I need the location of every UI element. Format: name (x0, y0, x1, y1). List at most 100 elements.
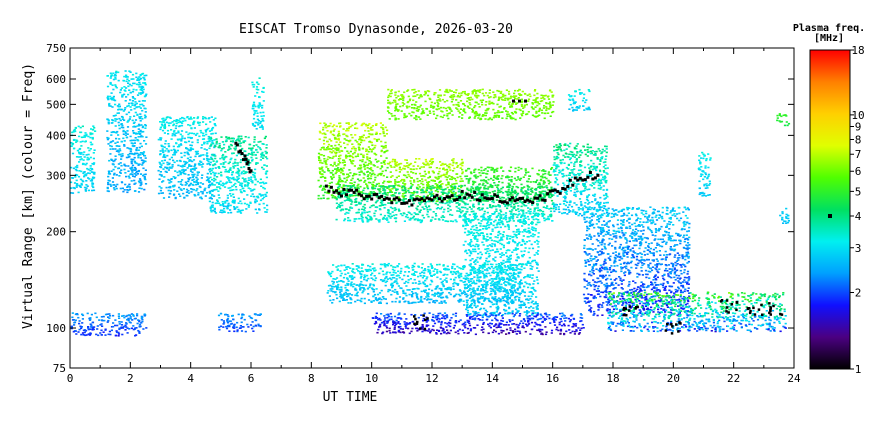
echo-mark (114, 125, 117, 127)
echo-mark (170, 178, 173, 181)
echo-mark (232, 176, 235, 179)
echo-mark (223, 211, 226, 213)
echo-mark (130, 148, 133, 151)
echo-mark (543, 197, 546, 199)
echo-mark (193, 117, 196, 119)
echo-mark (261, 197, 264, 200)
echo-mark (208, 158, 211, 161)
echo-mark (221, 165, 225, 168)
echo-mark (224, 161, 227, 163)
echo-mark (132, 144, 135, 147)
echo-mark (508, 97, 511, 100)
echo-mark (92, 189, 96, 192)
echo-mark (475, 192, 478, 195)
echo-mark (91, 189, 94, 192)
echo-mark (142, 82, 145, 84)
echo-mark (567, 206, 570, 209)
echo-mark (236, 172, 239, 174)
echo-mark (496, 188, 500, 190)
echo-mark (85, 173, 88, 175)
echo-mark (402, 182, 405, 184)
echo-mark (137, 123, 141, 126)
echo-mark (375, 183, 378, 185)
echo-mark (530, 190, 533, 192)
echo-mark (212, 160, 215, 162)
echo-mark (418, 167, 422, 170)
echo-mark (139, 103, 142, 106)
echo-mark (412, 168, 415, 171)
echo-mark (345, 211, 348, 214)
echo-mark (404, 159, 407, 161)
echo-mark (520, 113, 523, 115)
echo-mark (159, 126, 162, 129)
echo-mark (401, 195, 404, 197)
echo-mark (362, 177, 365, 179)
echo-mark (527, 111, 530, 113)
echo-mark (440, 196, 443, 198)
echo-mark (537, 212, 540, 215)
echo-mark (216, 200, 219, 203)
echo-mark (356, 186, 359, 189)
echo-mark (418, 106, 421, 108)
echo-mark (178, 186, 181, 189)
echo-mark (339, 180, 342, 183)
echo-mark (226, 205, 229, 208)
echo-mark (439, 115, 442, 118)
echo-mark (440, 191, 443, 193)
echo-mark (227, 169, 230, 172)
echo-mark (359, 159, 362, 162)
echo-mark (403, 180, 406, 182)
echo-mark (497, 96, 501, 99)
echo-mark (446, 170, 449, 173)
echo-mark (524, 93, 527, 95)
echo-mark (253, 112, 256, 114)
echo-mark (183, 172, 186, 175)
echo-mark (437, 94, 440, 97)
echo-mark (501, 192, 505, 194)
echo-mark (247, 136, 250, 139)
echo-mark (344, 147, 347, 149)
echo-mark (237, 136, 240, 138)
echo-mark (213, 180, 216, 182)
echo-mark (117, 121, 120, 124)
echo-mark (134, 103, 137, 106)
echo-mark (509, 115, 512, 118)
echo-mark (376, 166, 379, 168)
echo-mark (135, 72, 138, 75)
echo-mark (349, 139, 352, 142)
echo-mark (521, 90, 524, 93)
echo-mark (459, 100, 463, 102)
echo-mark (176, 171, 179, 174)
echo-mark (496, 184, 500, 187)
echo-mark (533, 208, 536, 211)
echo-mark (478, 183, 481, 186)
echo-mark (487, 186, 490, 188)
echo-mark (251, 81, 254, 84)
echo-mark (605, 201, 608, 204)
echo-mark (129, 116, 132, 118)
echo-mark (401, 94, 404, 96)
echo-mark (600, 186, 603, 189)
echo-mark (93, 162, 96, 164)
echo-mark (184, 173, 187, 175)
echo-mark (525, 204, 528, 207)
echo-mark (240, 184, 243, 186)
echo-mark (391, 175, 394, 177)
echo-mark (243, 180, 246, 183)
echo-mark (126, 186, 129, 188)
echo-mark (393, 158, 397, 161)
echo-mark (601, 209, 604, 212)
echo-mark (336, 192, 339, 194)
echo-mark (266, 208, 269, 211)
echo-mark (264, 156, 268, 158)
echo-mark (79, 141, 82, 143)
echo-mark (551, 220, 554, 222)
echo-mark (595, 165, 598, 168)
echo-mark (343, 161, 346, 163)
echo-mark (115, 118, 118, 120)
echo-mark (441, 219, 445, 221)
echo-mark (234, 178, 237, 181)
echo-mark (366, 187, 370, 190)
echo-mark (255, 200, 258, 202)
echo-mark (323, 160, 326, 162)
